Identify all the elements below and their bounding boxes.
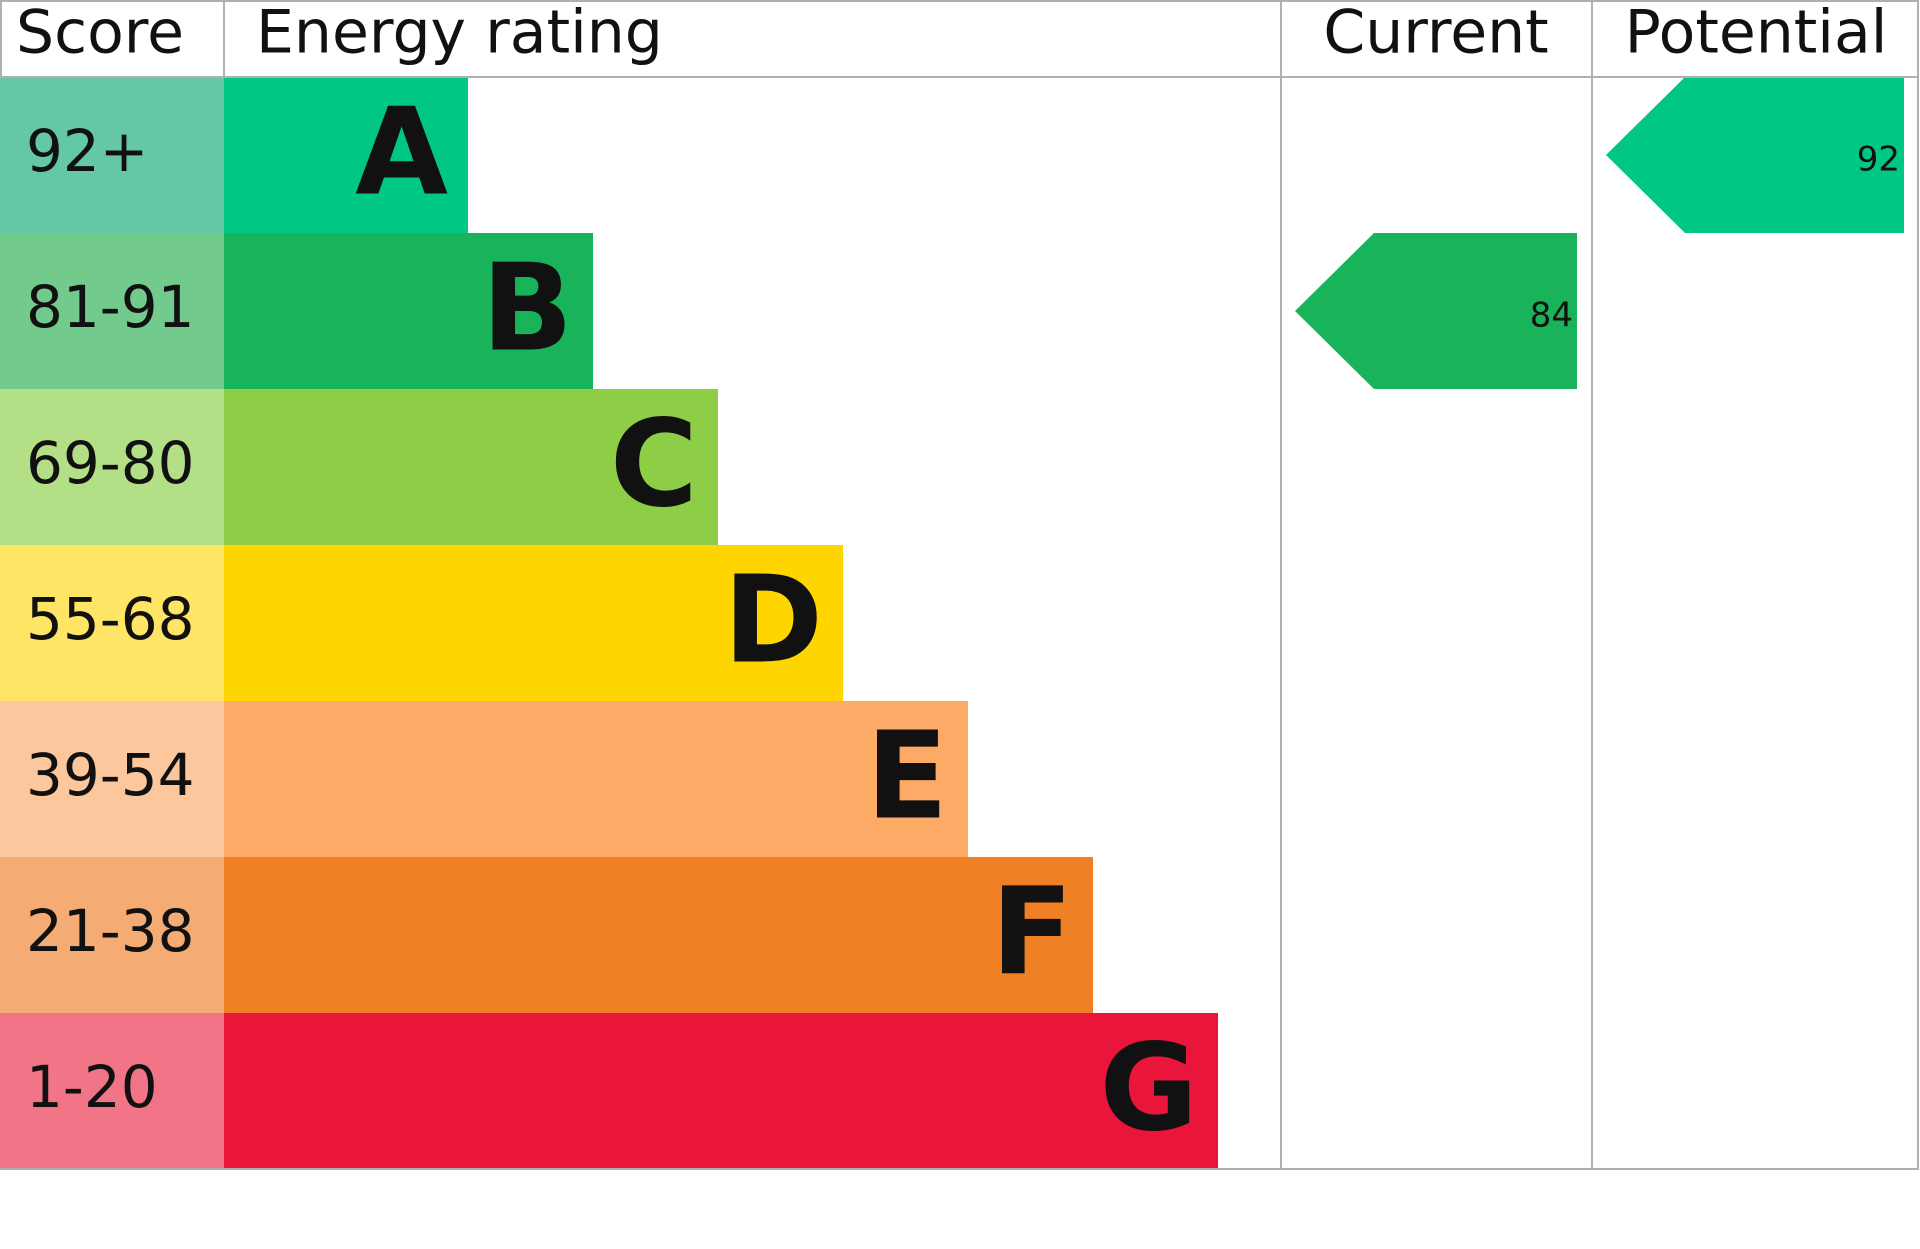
rating-letter: G xyxy=(1100,1020,1199,1159)
rating-bar xyxy=(224,701,968,857)
rating-arrow xyxy=(1295,233,1577,389)
score-label: 81-91 xyxy=(26,273,195,341)
rating-letter: D xyxy=(723,552,823,691)
rating-letter: B xyxy=(482,240,573,379)
score-cell xyxy=(0,701,224,857)
header: Energy rating xyxy=(256,0,663,68)
rating-letter: C xyxy=(610,396,698,535)
rating-letter: F xyxy=(991,864,1073,1003)
rating-arrow xyxy=(1606,77,1904,233)
score-cell xyxy=(0,233,224,389)
rating-bar xyxy=(224,1013,1218,1169)
score-label: 92+ xyxy=(26,117,148,185)
arrow-value: 92 xyxy=(1857,140,1900,180)
rating-letter: A xyxy=(355,84,448,223)
score-cell xyxy=(0,77,224,233)
score-label: 21-38 xyxy=(26,897,195,965)
rating-bar xyxy=(224,857,1093,1013)
header: Potential xyxy=(1625,0,1888,68)
rating-bar xyxy=(224,233,593,389)
score-cell xyxy=(0,1013,224,1169)
score-cell xyxy=(0,857,224,1013)
score-cell xyxy=(0,545,224,701)
rating-bar xyxy=(224,389,718,545)
header: Score xyxy=(16,0,184,68)
rating-bar xyxy=(224,545,843,701)
score-label: 39-54 xyxy=(26,741,195,809)
rating-bar xyxy=(224,77,468,233)
score-label: 55-68 xyxy=(26,585,195,653)
score-label: 1-20 xyxy=(26,1053,158,1121)
score-label: 69-80 xyxy=(26,429,195,497)
score-cell xyxy=(0,389,224,545)
arrow-value: 84 xyxy=(1530,296,1573,336)
rating-letter: E xyxy=(866,708,948,847)
header: Current xyxy=(1323,0,1548,68)
